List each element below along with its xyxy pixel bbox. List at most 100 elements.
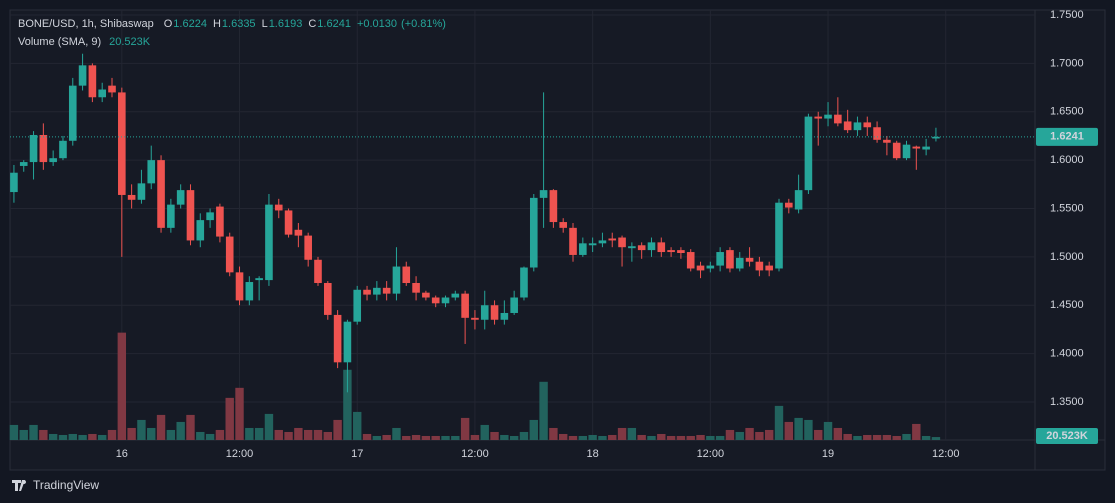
candle-body	[88, 65, 97, 98]
candle-body	[706, 265, 715, 269]
volume-bar	[58, 434, 68, 440]
candle-body	[186, 190, 195, 241]
change-pct: (+0.81%)	[401, 18, 446, 30]
candle-body	[19, 162, 28, 166]
volume-bar	[98, 434, 107, 440]
volume-bar	[843, 433, 852, 440]
volume-bar	[137, 419, 146, 440]
volume-bar	[735, 431, 744, 440]
volume-bar	[421, 435, 431, 440]
volume-bar	[519, 431, 529, 440]
x-tick-label: 12:00	[697, 448, 725, 460]
volume-bar	[627, 427, 637, 440]
candle-body	[353, 289, 362, 322]
volume-bar	[382, 434, 391, 440]
volume-bar	[500, 434, 509, 440]
candle-body	[765, 265, 773, 271]
volume-bar	[284, 431, 293, 440]
candle-body	[559, 222, 568, 228]
ohlc-key: C	[308, 18, 316, 30]
candle-body	[588, 243, 597, 246]
volume-bar	[215, 429, 225, 440]
candle-body	[539, 190, 548, 198]
x-tick-label: 16	[116, 448, 128, 460]
candle-body	[333, 314, 342, 363]
candle-body	[108, 85, 116, 93]
volume-bar	[362, 433, 372, 440]
volume-bar	[529, 419, 538, 440]
candle-body	[451, 293, 460, 298]
x-tick-label: 12:00	[932, 448, 960, 460]
volume-bar	[127, 427, 136, 440]
volume-bar	[647, 435, 656, 440]
x-tick-label: 19	[822, 448, 834, 460]
candle-body	[265, 204, 273, 281]
volume-bar	[205, 433, 215, 440]
volume-bar	[156, 414, 166, 440]
candle-body	[628, 246, 636, 249]
volume-bar	[676, 435, 686, 440]
last-price-label: 1.6241	[1050, 131, 1084, 143]
candle-body	[216, 206, 224, 237]
overlay: 1.6241 20.523K	[10, 127, 1098, 444]
volume-bar	[294, 427, 303, 440]
brand: TradingView	[12, 478, 99, 492]
volume-bar	[166, 429, 176, 440]
x-tick-label: 17	[351, 448, 363, 460]
candle-body	[274, 204, 283, 211]
volume-bar	[637, 434, 646, 440]
candle-body	[382, 287, 391, 294]
candle-body	[520, 267, 528, 298]
candle-body	[873, 127, 881, 140]
candle-body	[78, 65, 87, 86]
last-price-badge	[1036, 127, 1098, 146]
volume-bar	[480, 424, 489, 440]
volume-pane	[9, 332, 941, 440]
candle-body	[373, 287, 381, 295]
volume-bar	[343, 369, 352, 440]
volume-bar	[392, 427, 401, 440]
candle-body	[598, 240, 607, 244]
ohlc-key: H	[213, 18, 221, 30]
volume-bar	[78, 434, 87, 440]
candle-body	[696, 265, 705, 271]
candle-body	[500, 312, 509, 320]
volume-bar	[264, 413, 274, 440]
candle-body	[902, 144, 911, 159]
y-tick-label: 1.6000	[1050, 154, 1084, 166]
ohlc-value: 1.6335	[222, 18, 256, 30]
candle-body	[176, 190, 185, 205]
volume-bar	[48, 433, 58, 440]
volume-bar	[764, 429, 774, 440]
candle-body	[657, 242, 666, 253]
candle-body	[480, 305, 489, 320]
volume-bar	[912, 423, 921, 440]
y-tick-label: 1.3500	[1050, 396, 1084, 408]
candle-body	[245, 282, 254, 301]
candle-body	[932, 136, 940, 139]
brand-name: TradingView	[33, 478, 99, 492]
volume-bar	[706, 435, 715, 440]
volume-bar	[666, 435, 676, 440]
ohlc-value: 1.6193	[269, 18, 303, 30]
volume-bar	[774, 405, 784, 440]
ohlc-value: 1.6241	[317, 18, 351, 30]
candle-body	[59, 140, 67, 159]
candle-body	[883, 139, 891, 143]
candle-body	[726, 250, 734, 269]
volume-bar	[853, 435, 862, 440]
volume-bar	[784, 421, 794, 440]
candles	[10, 53, 940, 393]
volume-bar	[470, 434, 480, 440]
candle-body	[510, 297, 518, 313]
candle-body	[824, 114, 832, 119]
candle-body	[912, 146, 921, 149]
candle-body	[755, 261, 764, 271]
candle-body	[284, 210, 293, 235]
volume-bar	[147, 427, 156, 440]
candle-body	[863, 122, 872, 128]
y-tick-label: 1.4500	[1050, 299, 1084, 311]
volume-bar	[578, 435, 588, 440]
candle-body	[745, 257, 754, 262]
